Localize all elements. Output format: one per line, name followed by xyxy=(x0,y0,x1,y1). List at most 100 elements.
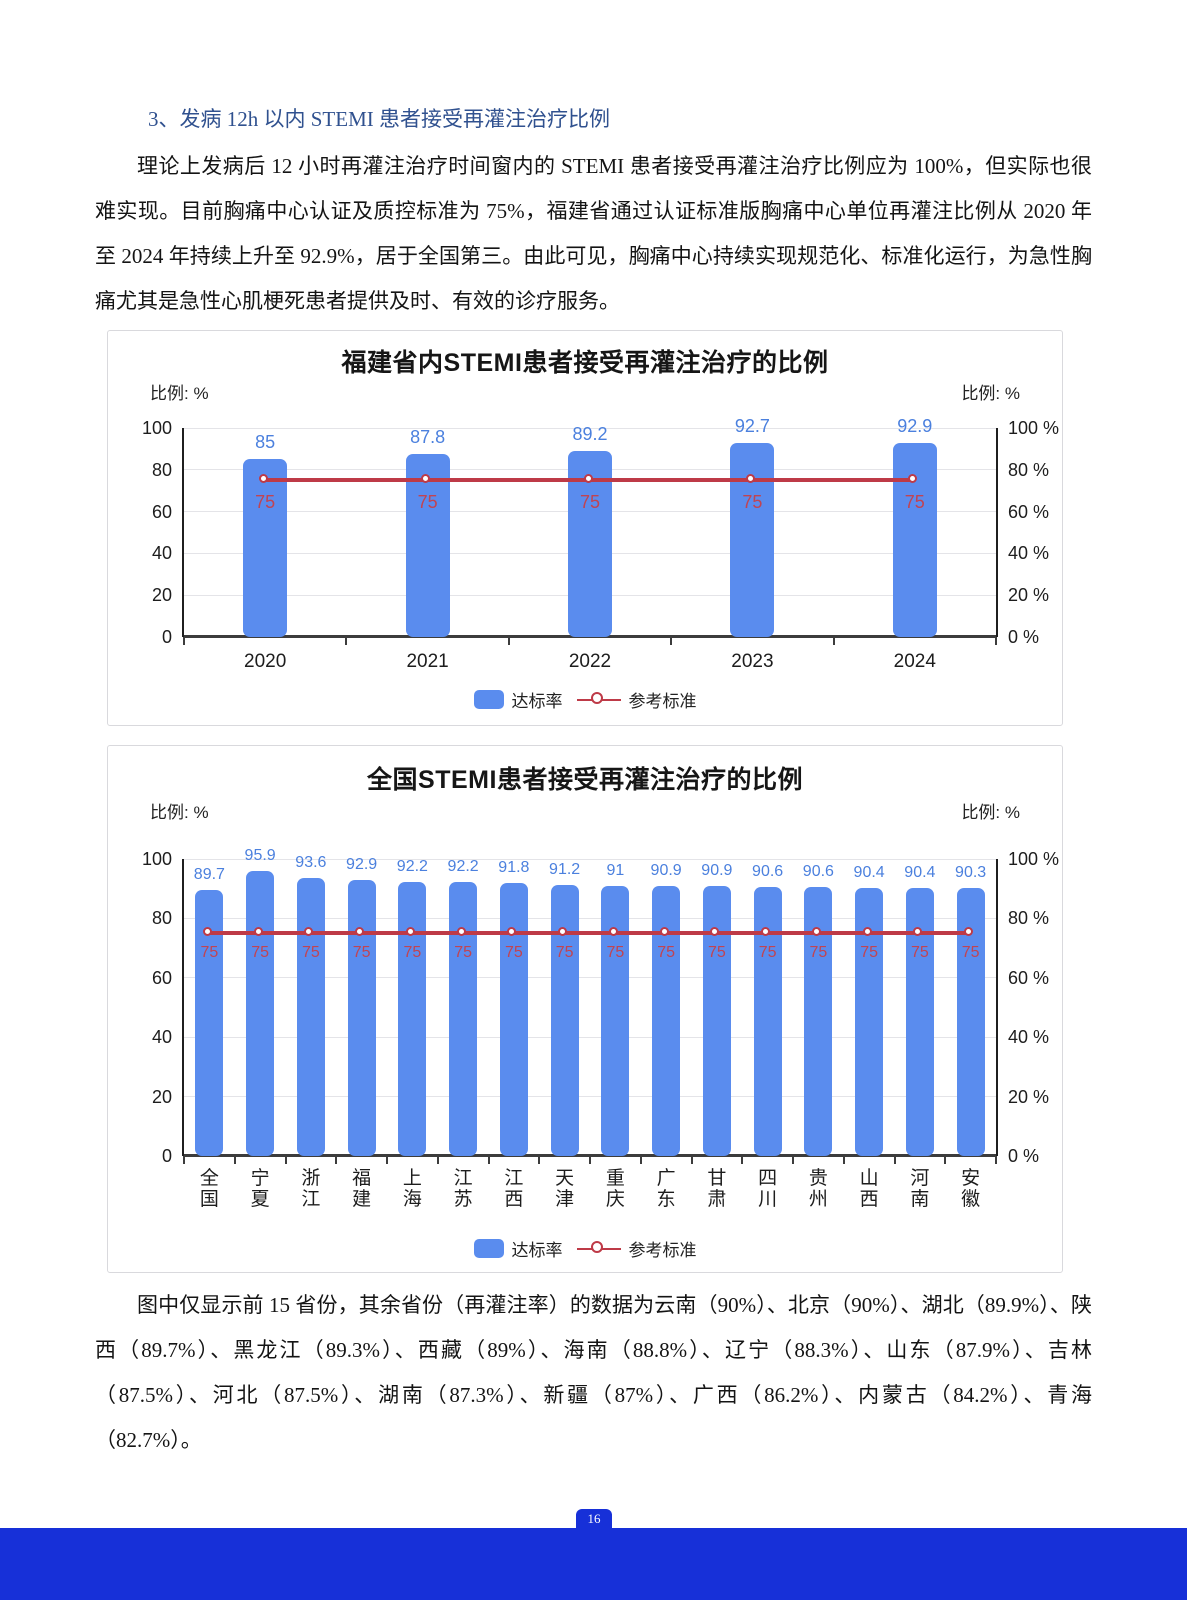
bar-2021 xyxy=(405,453,450,637)
x-axis-tick xyxy=(842,1156,845,1164)
gridline xyxy=(184,427,996,429)
y-tick-label-left: 0 xyxy=(161,1146,172,1166)
bar-value-label: 92.2 xyxy=(447,858,479,876)
section-heading: 3、发病 12h 以内 STEMI 患者接受再灌注治疗比例 xyxy=(148,107,610,131)
reference-marker xyxy=(745,473,755,483)
x-axis-tick xyxy=(386,1156,388,1164)
reference-value-label: 75 xyxy=(579,492,601,513)
x-category-label: 2021 xyxy=(406,651,449,672)
reference-marker xyxy=(862,926,872,936)
reference-marker xyxy=(761,926,771,936)
x-category-label: 2024 xyxy=(893,651,936,672)
x-axis-tick xyxy=(538,1156,541,1164)
y-tick-label-left: 80 xyxy=(151,459,172,480)
x-axis-tick xyxy=(832,637,835,645)
reference-value-label: 75 xyxy=(657,944,676,962)
legend-circle xyxy=(590,692,603,704)
reference-marker xyxy=(583,473,593,483)
reference-value-label: 75 xyxy=(251,944,270,962)
x-category-label: 安 徽 xyxy=(961,1168,981,1210)
bar-宁夏 xyxy=(246,871,275,1156)
x-category-label: 广 东 xyxy=(656,1168,676,1210)
y-tick-label-right: 80 % xyxy=(1008,459,1050,480)
x-axis-tick xyxy=(507,637,510,645)
plot-area: 85 87.8 89.2 92.7 92.9 75 75 75 75 75 xyxy=(182,416,998,645)
y-tick-label-right: 60 % xyxy=(1008,967,1050,988)
y-tick-label-right: 80 % xyxy=(1008,908,1050,929)
chart-legend: 达标率 参考标准 xyxy=(108,687,1062,712)
reference-value-label: 75 xyxy=(403,944,422,962)
x-axis-tick xyxy=(589,1156,591,1164)
reference-value-label: 75 xyxy=(301,944,320,962)
bar-value-label: 90.3 xyxy=(955,863,987,881)
bar-浙江 xyxy=(296,878,325,1156)
x-category-label: 全 国 xyxy=(199,1168,219,1210)
bar-value-label: 91.8 xyxy=(498,859,530,877)
reference-value-label: 75 xyxy=(200,944,219,962)
bar-2020 xyxy=(243,459,288,637)
x-category-label: 四 川 xyxy=(758,1168,778,1210)
bar-value-label: 92.7 xyxy=(734,416,770,437)
legend-item-bar: 达标率 xyxy=(473,687,563,712)
y-tick-label-right: 40 % xyxy=(1008,1027,1050,1048)
bar-value-label: 89.2 xyxy=(572,423,608,444)
intro-paragraph: 理论上发病后 12 小时再灌注治疗时间窗内的 STEMI 患者接受再灌注治疗比例… xyxy=(95,154,1092,313)
bar-value-label: 85 xyxy=(255,432,276,453)
bar-上海 xyxy=(398,882,427,1156)
x-axis-tick xyxy=(436,1156,439,1164)
reference-value-label: 75 xyxy=(454,944,473,962)
gridline xyxy=(184,858,996,860)
bar-江苏 xyxy=(449,882,478,1156)
y-axis-unit-left: 比例: % xyxy=(150,803,209,822)
bar-value-label: 90.6 xyxy=(752,862,784,880)
legend-item-line: 参考标准 xyxy=(576,687,697,712)
bar-value-label: 90.9 xyxy=(701,862,733,880)
reference-marker xyxy=(355,926,365,936)
reference-marker xyxy=(421,473,431,483)
reference-value-label: 75 xyxy=(255,492,276,513)
legend-label-line: 参考标准 xyxy=(628,1241,697,1260)
reference-value-label: 75 xyxy=(904,492,925,513)
bar-value-label: 92.9 xyxy=(897,415,933,436)
reference-marker xyxy=(811,926,821,936)
reference-line xyxy=(209,931,971,936)
bar-福建 xyxy=(347,880,376,1156)
y-axis-line-left xyxy=(182,859,184,1156)
y-tick-label-right: 20 % xyxy=(1008,1086,1050,1107)
line-marker-icon xyxy=(576,690,621,709)
y-tick-label-left: 20 xyxy=(151,585,172,606)
x-axis-tick xyxy=(670,637,673,645)
bar-swatch-icon xyxy=(473,1239,504,1258)
bar-value-label: 92.9 xyxy=(346,856,378,874)
y-tick-label-left: 60 xyxy=(151,967,172,988)
x-category-label: 甘 肃 xyxy=(707,1168,727,1210)
reference-marker xyxy=(258,473,268,483)
y-tick-label-left: 100 xyxy=(141,418,172,438)
y-tick-label-right: 0 % xyxy=(1008,1146,1040,1166)
reference-marker xyxy=(507,926,517,936)
x-axis-tick xyxy=(893,1156,896,1164)
x-category-label: 山 西 xyxy=(859,1168,879,1210)
y-tick-label-left: 40 xyxy=(151,543,172,564)
legend-label-bar: 达标率 xyxy=(511,1241,563,1260)
reference-marker xyxy=(659,926,669,936)
y-tick-label-right: 40 % xyxy=(1008,543,1050,564)
reference-marker xyxy=(405,926,415,936)
y-tick-label-right: 20 % xyxy=(1008,585,1050,606)
gridline xyxy=(184,977,996,979)
y-axis-unit-right: 比例: % xyxy=(961,803,1020,822)
y-tick-label-right: 100 % xyxy=(1008,849,1060,869)
bar-江西 xyxy=(499,883,528,1156)
x-category-label: 2022 xyxy=(568,651,612,672)
bar-value-label: 90.4 xyxy=(853,863,885,881)
x-axis-tick xyxy=(741,1156,744,1164)
x-axis-tick xyxy=(233,1156,236,1164)
reference-marker xyxy=(710,926,720,936)
x-axis-tick xyxy=(792,1156,794,1164)
y-tick-label-left: 100 xyxy=(141,849,172,869)
page-number-badge: 16 xyxy=(576,1509,612,1528)
notes-paragraph: 图中仅显示前 15 省份，其余省份（再灌注率）的数据为云南（90%）、北京（90… xyxy=(95,1293,1092,1452)
bar-重庆 xyxy=(601,885,630,1156)
y-axis-unit-right: 比例: % xyxy=(961,384,1020,403)
